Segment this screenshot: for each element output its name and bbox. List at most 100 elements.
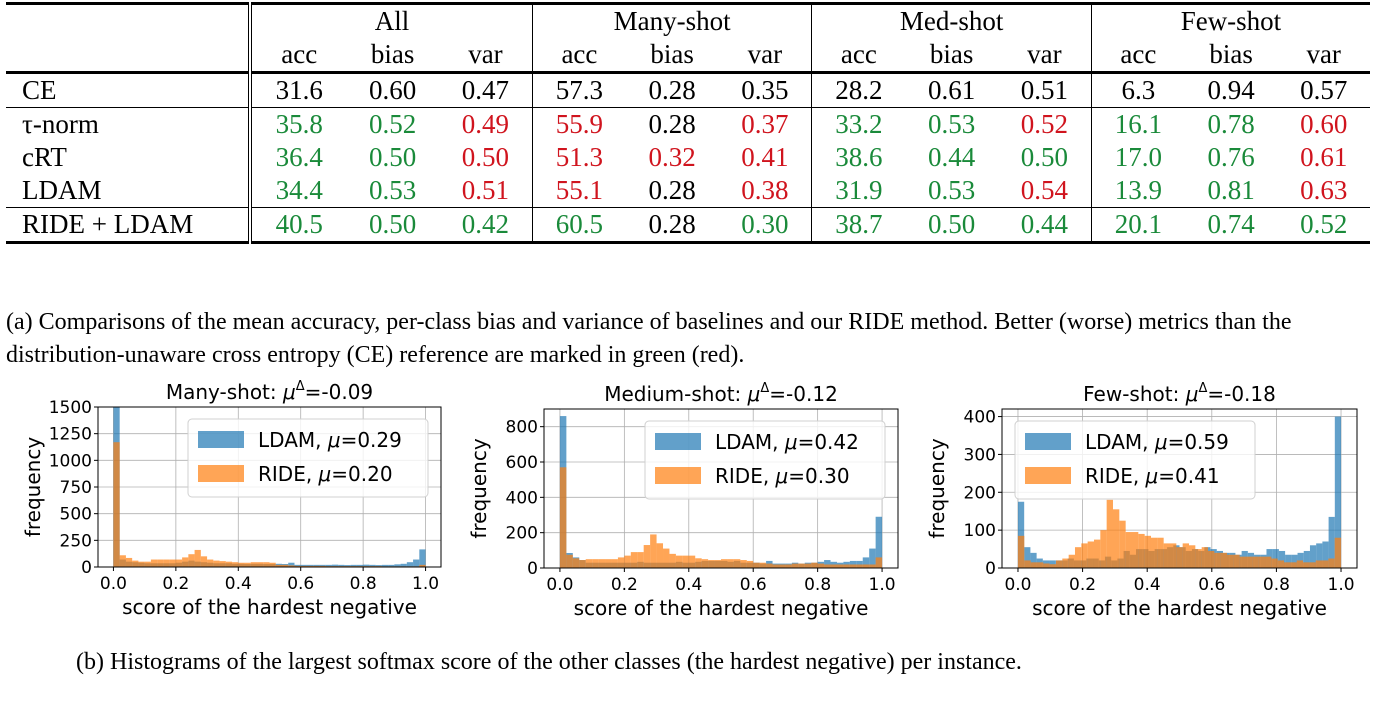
table-cell: 55.1 xyxy=(532,174,626,208)
histogram-bar-ldam xyxy=(1303,550,1310,568)
table-cell: 0.76 xyxy=(1207,142,1255,172)
histogram-bar-ldam xyxy=(1334,416,1342,568)
row-label: τ-norm xyxy=(6,107,252,141)
histogram-bar-ldam xyxy=(862,557,870,568)
table-cell: 0.49 xyxy=(438,107,533,141)
histogram-bar-ride xyxy=(740,560,747,568)
title-value: =-0.18 xyxy=(1207,382,1276,406)
histogram-bar-ldam xyxy=(350,564,357,567)
metric-header-var: var xyxy=(1277,38,1370,74)
histogram-bar-ride xyxy=(281,564,289,567)
table-row: cRT 36.4 0.50 0.50 51.3 0.32 0.41 38.6 0.44 0.50 1… xyxy=(6,141,1370,174)
table-row: CE 31.6 0.60 0.47 57.3 0.28 0.35 28.2 0.61 0.51 6.… xyxy=(6,72,1370,108)
histogram-bar-ride xyxy=(778,564,786,568)
x-tick-label: 1.0 xyxy=(1328,575,1355,595)
table-cell: 0.50 xyxy=(905,207,998,244)
histogram-bar-ride xyxy=(1138,533,1145,568)
metric-header-bias: bias xyxy=(1184,38,1278,74)
x-tick-label: 0.0 xyxy=(1004,575,1031,595)
histogram-bar-ride xyxy=(798,563,805,568)
x-tick-label: 0.6 xyxy=(1198,575,1225,595)
table-cell: 0.41 xyxy=(718,141,813,174)
histogram-bar-ride xyxy=(1087,541,1094,568)
histogram-bar-ldam xyxy=(381,564,389,567)
x-tick-label: 1.0 xyxy=(412,574,439,594)
title-value: =-0.09 xyxy=(305,380,374,404)
x-tick-label: 0.8 xyxy=(804,575,831,595)
legend-label-ldam: LDAM, μ=0.59 xyxy=(1085,430,1229,454)
histogram-bar-ride xyxy=(1049,564,1056,568)
table-cell: 6.3 xyxy=(1091,72,1185,108)
table-cell: 35.8 xyxy=(275,109,323,139)
table-metric-header: acc bias var acc bias var acc bias var acc bias var xyxy=(6,38,1370,74)
histogram-bar-ride xyxy=(669,553,676,568)
histogram-bar-ride xyxy=(572,558,580,568)
chart-title: Medium-shot: μΔ=-0.12 xyxy=(604,381,838,406)
histogram-bar-ride xyxy=(753,562,760,568)
y-tick-label: 1000 xyxy=(49,451,92,471)
table-cell: 0.50 xyxy=(346,207,439,244)
y-tick-label: 750 xyxy=(60,478,92,498)
x-tick-label: 0.6 xyxy=(287,574,314,594)
histogram-bar-ride xyxy=(643,545,651,568)
metric-header-var: var xyxy=(438,38,533,74)
histogram-bar-ride xyxy=(675,555,683,568)
table-cell: 0.28 xyxy=(625,174,719,208)
histogram-bar-ride xyxy=(1233,554,1240,568)
legend: LDAM, μ=0.42 RIDE, μ=0.30 xyxy=(644,420,886,500)
table-cell: 0.42 xyxy=(438,207,533,244)
chart-title: Few-shot: μΔ=-0.18 xyxy=(1083,381,1276,406)
legend-label-ldam: LDAM, μ=0.29 xyxy=(258,428,402,452)
table-cell: 0.50 xyxy=(438,141,533,174)
histogram-bar-ldam xyxy=(413,559,420,567)
x-axis-label: score of the hardest negative xyxy=(1032,596,1327,620)
table-cell: 34.4 xyxy=(250,174,347,208)
histogram-bar-ride xyxy=(688,555,696,568)
histogram-bar-ride xyxy=(1265,556,1272,568)
histogram-bar-ride xyxy=(1309,562,1316,568)
histogram-bar-ride xyxy=(1189,545,1196,568)
table-cell: 0.51 xyxy=(997,72,1092,108)
histogram-bar-ride xyxy=(1290,562,1297,568)
histogram-bar-ride xyxy=(811,562,818,568)
table-group-header: All Many-shot Med-shot Few-shot xyxy=(6,2,1370,38)
histogram-bar-ride xyxy=(319,565,326,567)
histogram-bar-ride xyxy=(663,548,670,568)
histogram-bar-ldam xyxy=(1285,554,1292,568)
histogram-bar-ride xyxy=(1106,499,1113,568)
x-tick-label: 0.0 xyxy=(546,575,573,595)
histogram-bar-ride xyxy=(701,559,709,568)
legend: LDAM, μ=0.29 RIDE, μ=0.20 xyxy=(187,418,429,498)
histogram-bar-ride xyxy=(1150,537,1158,568)
row-label: CE xyxy=(6,72,252,108)
histogram-bar-ride xyxy=(1093,539,1101,568)
results-table: All Many-shot Med-shot Few-shot acc bias var ac… xyxy=(6,2,1370,244)
table-cell: 57.3 xyxy=(532,72,626,108)
histogram-bar-ride xyxy=(1315,560,1323,568)
histogram-bar-ride xyxy=(232,562,239,567)
histogram-bar-ride xyxy=(1252,556,1259,568)
histogram-medium-shot: 0 200 400 600 800 0.0 0.2 0.4 0.6 0.8 1.0 score of … xyxy=(460,372,920,637)
histogram-bar-ride xyxy=(830,564,837,568)
row-label: RIDE + LDAM xyxy=(6,207,252,244)
histogram-bar-ride xyxy=(1201,547,1209,568)
table-cell: 0.44 xyxy=(928,142,976,172)
table-corner xyxy=(6,2,252,38)
histogram-bar-ride xyxy=(566,554,573,568)
histogram-bar-ride xyxy=(598,559,606,568)
histogram-bar-ldam xyxy=(419,549,426,567)
histogram-many-shot: 0 250 500 750 1000 1250 1500 0.0 0.2 0.4 0.6 0.8 1.0… xyxy=(0,372,460,637)
histogram-bar-ldam xyxy=(338,564,345,567)
histogram-bar-ldam xyxy=(406,562,414,567)
histogram-bar-ldam xyxy=(824,560,831,568)
y-axis-label: frequency xyxy=(467,438,491,538)
histogram-bar-ride xyxy=(856,564,863,568)
histogram-bar-ride xyxy=(766,563,773,568)
metric-header-var: var xyxy=(997,38,1092,74)
group-header-med-shot: Med-shot xyxy=(811,2,1092,38)
table-cell: 0.38 xyxy=(718,174,813,208)
table-cell: 0.78 xyxy=(1207,109,1255,139)
histogram-bar-ride xyxy=(306,565,314,567)
histogram-bar-ride xyxy=(817,563,825,568)
histogram-bar-ride xyxy=(611,559,618,568)
